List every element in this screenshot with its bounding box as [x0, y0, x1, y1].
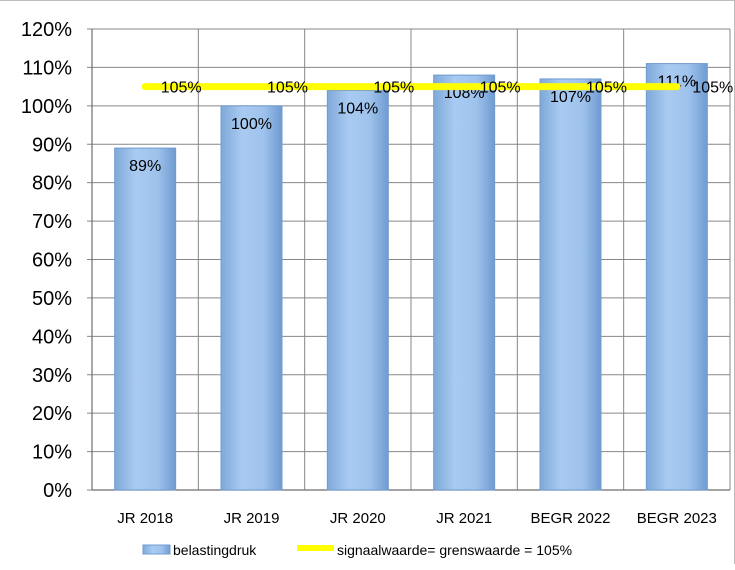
y-tick-label: 80% — [32, 173, 72, 195]
bar — [220, 105, 283, 491]
line-data-label: 105% — [586, 80, 627, 97]
bar — [539, 78, 602, 491]
y-tick-label: 0% — [43, 480, 72, 502]
x-tick-label: BEGR 2022 — [530, 510, 610, 527]
y-tick-label: 90% — [32, 134, 72, 156]
x-tick-label: JR 2019 — [224, 510, 280, 527]
legend: belastingdruk signaalwaarde= grenswaarde… — [142, 542, 572, 558]
legend-swatch-bar — [142, 544, 171, 555]
x-tick-label: JR 2018 — [117, 510, 173, 527]
line-data-label: 105% — [480, 80, 521, 97]
bar-data-labels: 89%100%104%108% 107%111% — [129, 74, 696, 176]
legend-label-line: signaalwaarde= grenswaarde = 105% — [337, 542, 572, 558]
axes: 0% 10% 20% 30% 40% 50% 60% 70% 80% 90% 100% 110% 120… — [21, 19, 730, 527]
y-tick-label: 120% — [21, 19, 72, 41]
y-tick-label: 40% — [32, 326, 72, 348]
y-tick-label: 10% — [32, 442, 72, 464]
x-tick-label: JR 2020 — [330, 510, 386, 527]
bar — [326, 89, 389, 491]
legend-swatch-line — [297, 545, 334, 551]
x-tick-label: JR 2021 — [436, 510, 492, 527]
bar — [433, 74, 496, 491]
line-data-label: 105% — [267, 80, 308, 97]
y-tick-label: 30% — [32, 365, 72, 387]
bar — [645, 63, 708, 491]
y-tick-label: 60% — [32, 250, 72, 272]
bar — [114, 147, 177, 491]
legend-label-bar: belastingdruk — [173, 542, 257, 558]
line-data-labels: 105% 105% 105% 105% 105% 105% — [161, 80, 734, 97]
x-tick-label: BEGR 2023 — [637, 510, 717, 527]
bar-data-label: 107% — [550, 89, 591, 106]
gridlines — [91, 28, 731, 490]
bar-series — [114, 63, 708, 491]
line-data-label: 105% — [161, 80, 202, 97]
y-tick-label: 20% — [32, 403, 72, 425]
y-tick-label: 110% — [22, 57, 72, 79]
y-tick-label: 70% — [32, 211, 72, 233]
line-data-label: 105% — [373, 80, 414, 97]
y-tick-label: 100% — [21, 96, 72, 118]
y-tick-label: 50% — [32, 288, 72, 310]
bar-data-label: 89% — [129, 158, 161, 175]
bar-data-label: 104% — [337, 100, 378, 117]
bar-data-label: 100% — [231, 116, 272, 133]
line-data-label: 105% — [692, 80, 733, 97]
